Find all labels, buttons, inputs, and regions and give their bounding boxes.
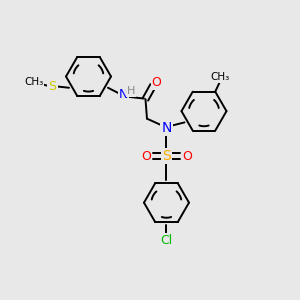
Text: S: S — [162, 149, 171, 163]
Text: N: N — [119, 88, 128, 101]
Text: S: S — [49, 80, 56, 93]
Text: N: N — [161, 121, 172, 135]
Text: O: O — [182, 150, 192, 163]
Text: CH₃: CH₃ — [211, 72, 230, 82]
Text: O: O — [152, 76, 161, 89]
Text: CH₃: CH₃ — [24, 77, 43, 87]
Text: H: H — [127, 86, 135, 96]
Text: O: O — [141, 150, 151, 163]
Text: Cl: Cl — [160, 234, 172, 247]
